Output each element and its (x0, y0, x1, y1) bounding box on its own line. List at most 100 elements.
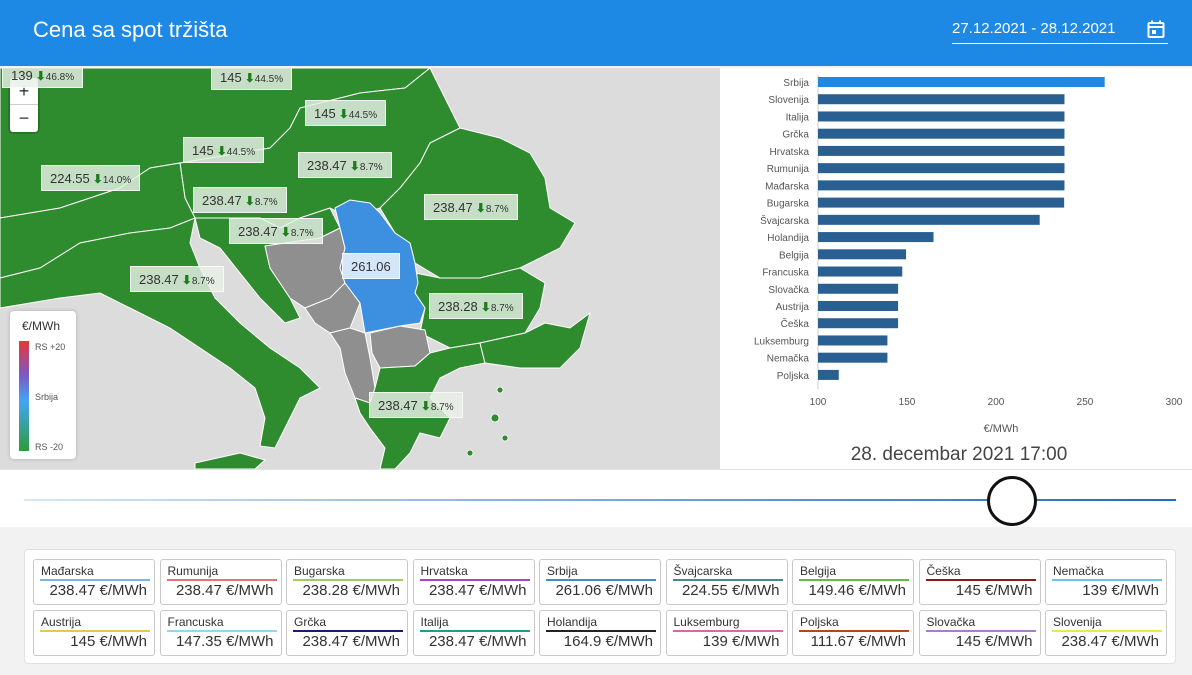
card-price-value: 145 €/MWh (955, 582, 1033, 599)
country-price-cards: Mađarska 238.47 €/MWh Rumunija 238.47 €/MWh… (24, 549, 1176, 664)
price-card[interactable]: Mađarska 238.47 €/MWh (33, 559, 155, 605)
time-slider[interactable] (0, 469, 1192, 527)
bar-category-label: Belgija (779, 250, 809, 261)
card-country-name: Švajcarska (673, 564, 733, 578)
price-card[interactable]: Austrija 145 €/MWh (33, 610, 155, 656)
map-region-sicily (194, 452, 267, 469)
price-card[interactable]: Švajcarska 224.55 €/MWh (665, 559, 788, 605)
page-title: Cena sa spot tržišta (33, 17, 228, 42)
map-label[interactable]: 238.47 ⬇8.7% (193, 187, 287, 213)
bar (818, 318, 899, 329)
map-label-serbia[interactable]: 261.06 (342, 253, 400, 279)
map-region-turkey (479, 311, 591, 369)
map-label[interactable]: 238.47 ⬇8.7% (424, 194, 518, 220)
map-label[interactable]: 145 ⬇44.5% (211, 68, 293, 90)
card-price-value: 238.47 €/MWh (1061, 633, 1159, 650)
card-country-name: Bugarska (294, 564, 345, 578)
date-range-text: 27.12.2021 - 28.12.2021 (952, 20, 1116, 37)
map-label[interactable]: 139 ⬇46.8% (2, 68, 84, 88)
map-label[interactable]: 238.47 ⬇8.7% (298, 152, 392, 178)
arrow-down-icon: ⬇ (35, 69, 46, 83)
main-panel: + − 139 ⬇46.8% 145 ⬇44.5% 145 ⬇44.5% 145 ⬇44… (0, 68, 1192, 469)
price-card[interactable]: Italija 238.47 €/MWh (412, 610, 535, 656)
bar (818, 214, 1040, 225)
card-color-line (925, 630, 1036, 632)
card-price-value: 145 €/MWh (955, 633, 1033, 650)
price-card[interactable]: Češka 145 €/MWh (918, 559, 1041, 605)
bar (818, 369, 839, 380)
card-country-name: Francuska (167, 615, 224, 629)
arrow-down-icon: ⬇ (244, 71, 255, 85)
map-label[interactable]: 238.47 ⬇8.7% (369, 392, 463, 418)
slider-thumb[interactable] (986, 476, 1037, 526)
card-price-value: 238.47 €/MWh (302, 633, 400, 650)
price-card[interactable]: Nemačka 139 €/MWh (1045, 559, 1167, 605)
bar-category-label: Mađarska (765, 181, 809, 192)
price-card[interactable]: Slovačka 145 €/MWh (918, 610, 1041, 656)
bar-category-label: Slovačka (768, 285, 809, 296)
slider-track[interactable] (24, 499, 1176, 501)
map-label[interactable]: 238.47 ⬇8.7% (130, 266, 224, 292)
bar (818, 300, 899, 311)
bar-category-label: Austrija (776, 302, 810, 313)
price-card[interactable]: Holandija 164.9 €/MWh (539, 610, 661, 656)
bar (818, 232, 934, 243)
legend-top-label: RS +20 (35, 342, 66, 352)
bar (818, 283, 899, 294)
price-card[interactable]: Slovenija 238.47 €/MWh (1045, 610, 1167, 656)
price-card[interactable]: Belgija 149.46 €/MWh (792, 559, 914, 605)
card-country-name: Austrija (41, 615, 82, 629)
card-color-line (293, 630, 403, 632)
price-card[interactable]: Grčka 238.47 €/MWh (286, 610, 408, 656)
card-price-value: 238.28 €/MWh (302, 582, 400, 599)
bar-category-label: Hrvatska (770, 147, 810, 158)
card-color-line (1052, 579, 1162, 581)
card-color-line (293, 579, 403, 581)
card-country-name: Mađarska (41, 564, 94, 578)
bar (818, 335, 888, 346)
price-card[interactable]: Francuska 147.35 €/MWh (159, 610, 282, 656)
map-label[interactable]: 238.28 ⬇8.7% (429, 293, 523, 319)
map-label[interactable]: 145 ⬇44.5% (183, 137, 265, 163)
legend-mid-label: Srbija (35, 392, 59, 402)
x-tick-label: 250 (1077, 397, 1094, 408)
card-price-value: 238.47 €/MWh (428, 582, 527, 599)
price-card[interactable]: Hrvatska 238.47 €/MWh (412, 559, 535, 605)
card-country-name: Belgija (800, 564, 837, 578)
date-range-picker[interactable]: 27.12.2021 - 28.12.2021 (952, 18, 1168, 44)
map-label[interactable]: 238.47 ⬇8.7% (229, 218, 323, 244)
price-card[interactable]: Poljska 111.67 €/MWh (792, 610, 914, 656)
bar (818, 266, 903, 277)
card-color-line (419, 579, 530, 581)
price-card[interactable]: Luksemburg 139 €/MWh (665, 610, 788, 656)
card-color-line (40, 579, 150, 581)
price-map[interactable]: + − 139 ⬇46.8% 145 ⬇44.5% 145 ⬇44.5% 145 ⬇44… (0, 68, 720, 469)
card-color-line (799, 579, 909, 581)
card-country-name: Italija (420, 615, 449, 629)
x-tick-label: 150 (899, 397, 916, 408)
legend-title: €/MWh (22, 319, 61, 333)
card-price-value: 145 €/MWh (70, 633, 147, 650)
calendar-icon[interactable] (1146, 19, 1166, 39)
app-header: Cena sa spot tržišta 27.12.2021 - 28.12.… (0, 0, 1192, 66)
arrow-down-icon: ⬇ (480, 300, 491, 314)
price-card[interactable]: Bugarska 238.28 €/MWh (286, 559, 408, 605)
bar (818, 111, 1065, 122)
card-color-line (546, 630, 656, 632)
card-color-line (672, 630, 783, 632)
arrow-down-icon: ⬇ (475, 201, 486, 215)
card-country-name: Poljska (800, 615, 839, 629)
card-color-line (166, 579, 277, 581)
map-label[interactable]: 145 ⬇44.5% (305, 100, 387, 126)
card-color-line (546, 579, 656, 581)
zoom-out-button[interactable]: − (18, 108, 30, 128)
zoom-in-button[interactable]: + (10, 78, 38, 105)
card-country-name: Holandija (547, 615, 598, 629)
map-label[interactable]: 224.55 ⬇14.0% (41, 165, 141, 191)
bar (818, 145, 1065, 156)
bar-category-label: Švajcarska (760, 214, 809, 227)
price-card[interactable]: Srbija 261.06 €/MWh (539, 559, 661, 605)
bar-category-label: Italija (786, 112, 810, 123)
card-color-line (799, 630, 909, 632)
price-card[interactable]: Rumunija 238.47 €/MWh (159, 559, 282, 605)
